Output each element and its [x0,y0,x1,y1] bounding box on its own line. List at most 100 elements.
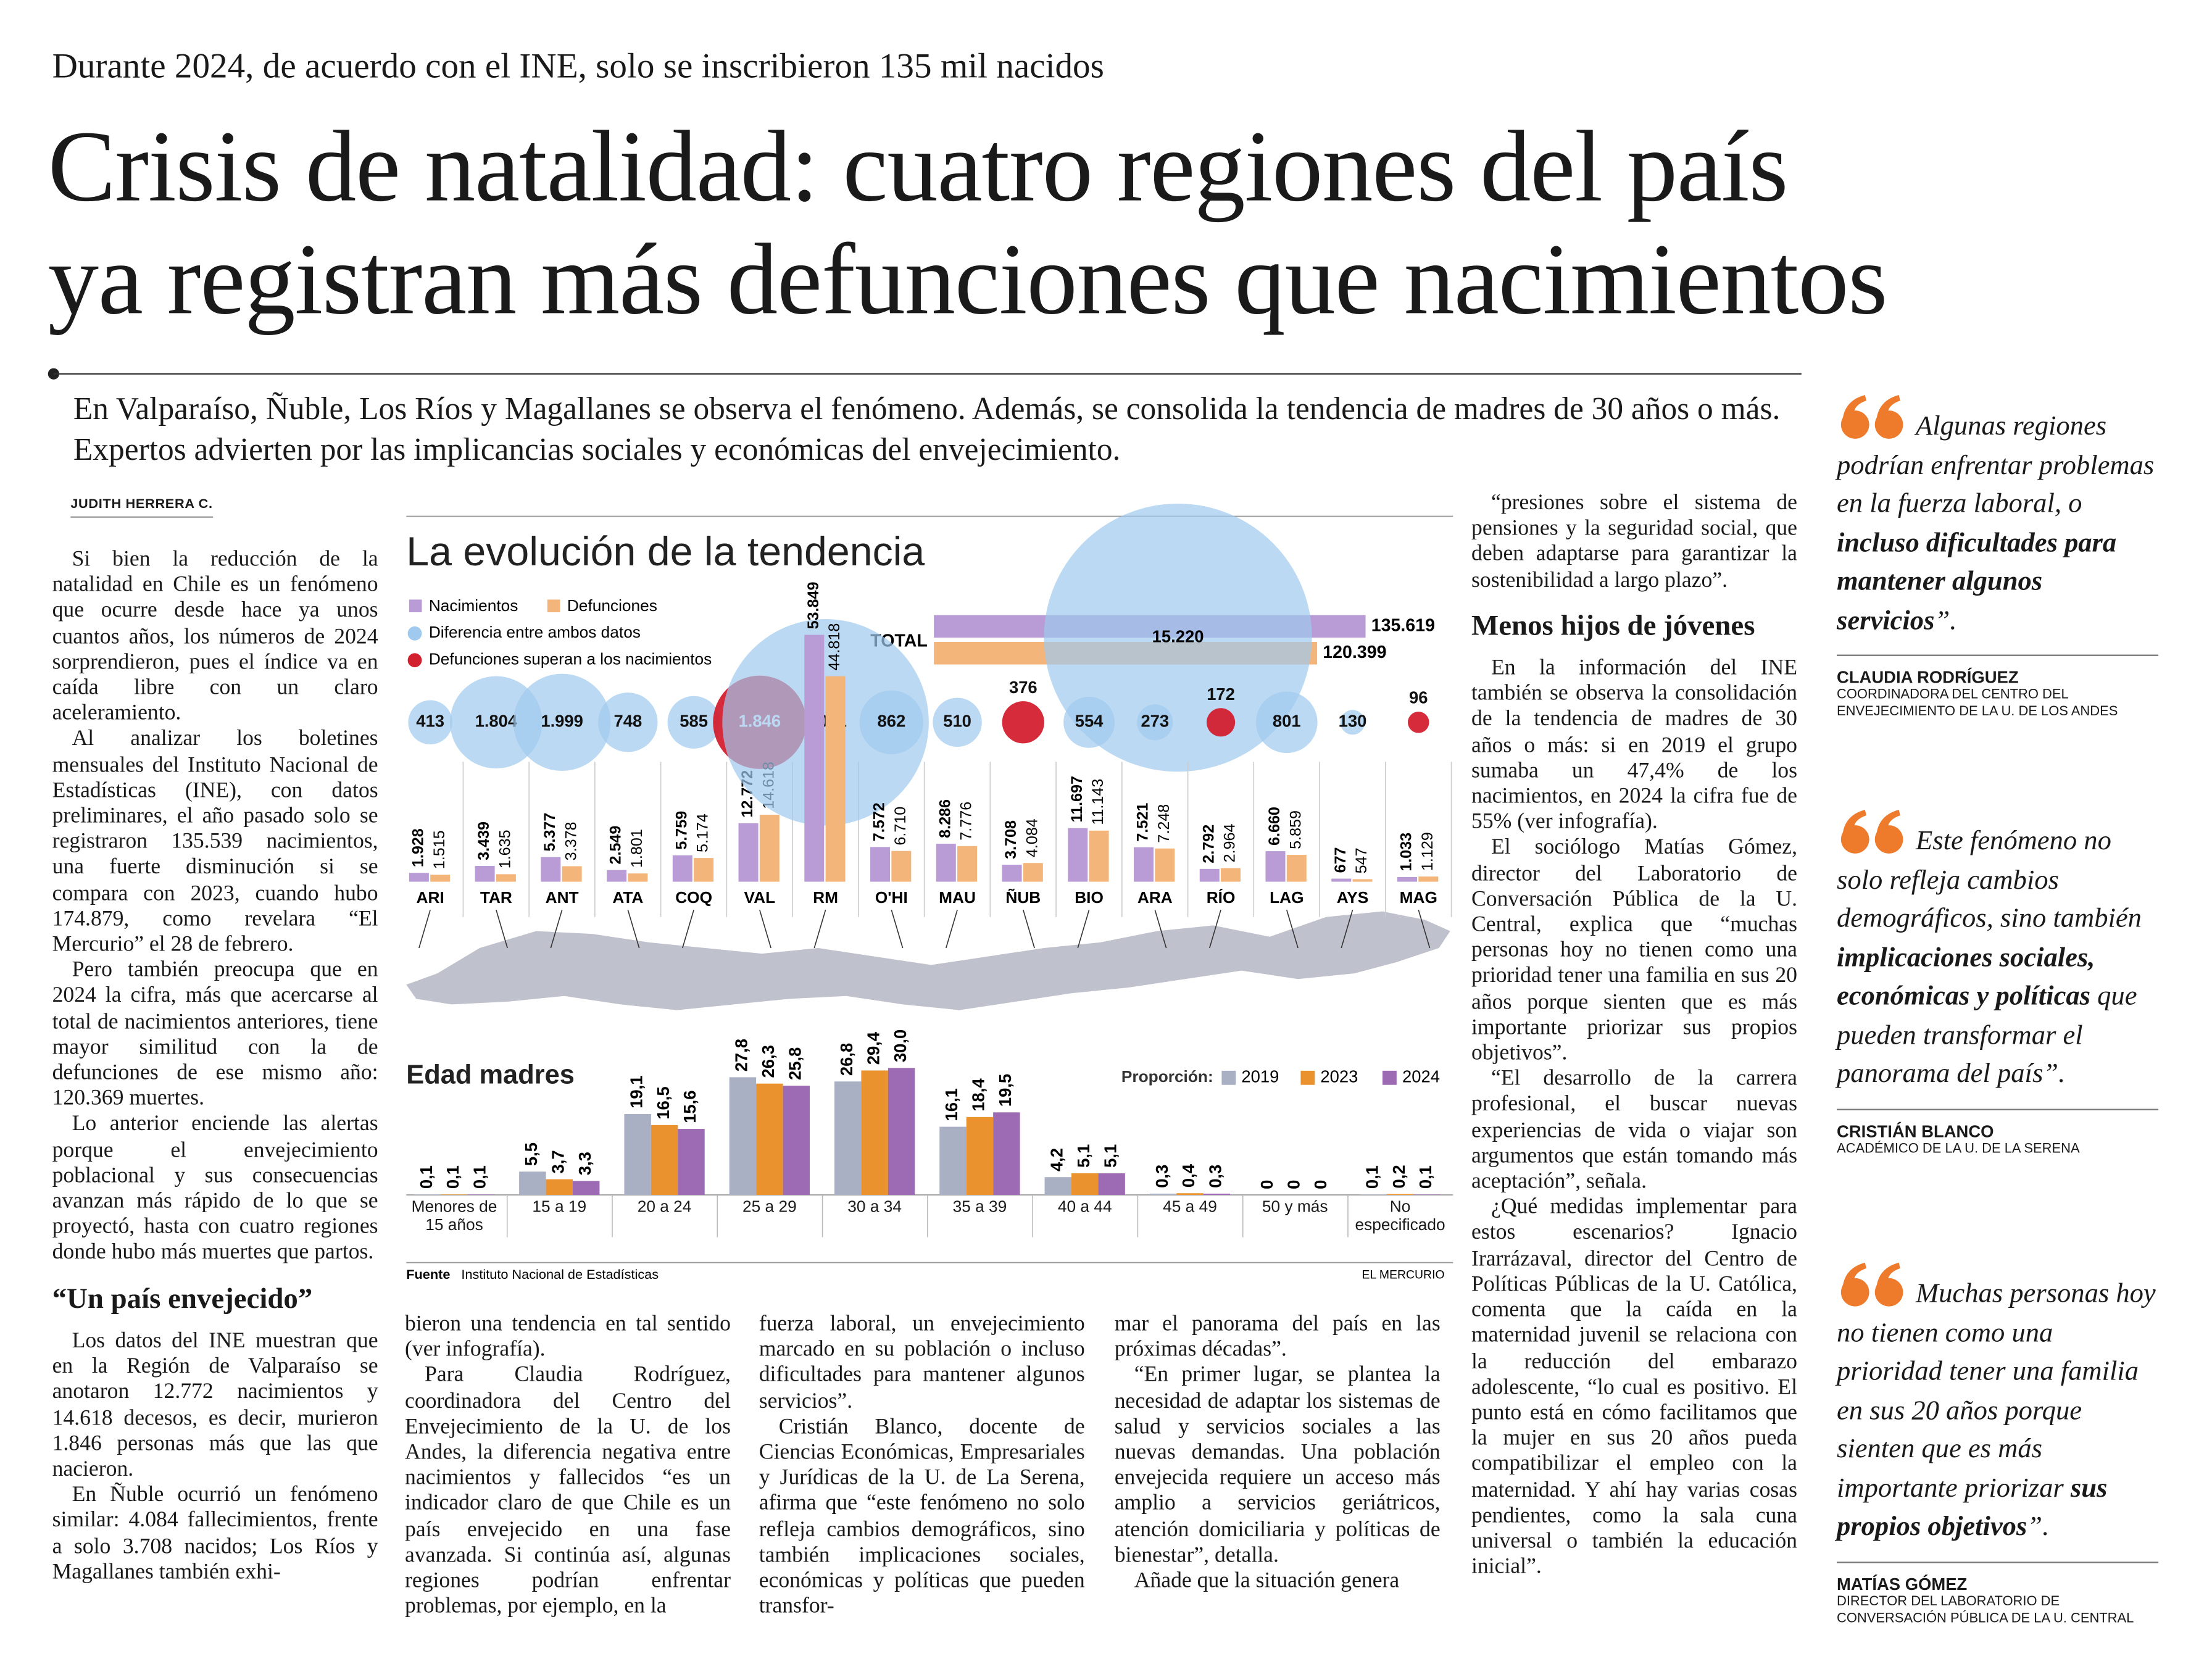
region-label: ARA [1137,888,1173,907]
category-label-box: 35 a 39 [953,1199,1007,1216]
bar-value: 0,1 [1362,1165,1381,1189]
difference-label: 748 [614,712,642,731]
legend-swatch [1300,1070,1315,1085]
pull-quote: Algunas regiones podrían enfrentar probl… [1836,392,2159,721]
legend-title: Proporción: [1121,1067,1213,1086]
category-label: Menores de 15 años [411,1199,497,1234]
legend-label: 2023 [1320,1067,1358,1086]
bar-value: 1.515 [431,830,448,869]
bar [694,858,714,882]
bar [993,1112,1020,1195]
bar [939,1126,967,1195]
bar-value: 0,1 [1416,1165,1435,1189]
infographic-title: La evolución de la tendencia [406,529,925,575]
bar-value: 1.635 [497,830,514,868]
bar-value: 0,1 [443,1165,462,1189]
bar [1134,847,1154,882]
bar-value: 7.572 [871,802,888,841]
bar [1176,1193,1204,1195]
chart-title: Edad madres [406,1060,575,1089]
category-label-box: 30 a 34 [847,1199,902,1216]
legend-swatch [547,599,560,612]
bar [1203,1193,1231,1195]
leader-line [1023,910,1035,949]
paragraph: En la información del INE también se obs… [1471,655,1797,834]
bar-value: 1.033 [1398,833,1415,871]
bar-value: 5,1 [1074,1144,1093,1168]
quote-text: ”. [2027,1512,2050,1542]
category-label: 25 a 29 [742,1199,797,1217]
leader-line [418,910,431,949]
bar-value: 0,1 [470,1165,489,1189]
legend-swatch [407,626,422,641]
legend-swatch [409,599,422,612]
difference-label: 1.999 [541,712,583,731]
bar-value: 2.792 [1200,825,1217,863]
bar-value: 0 [1257,1180,1276,1189]
difference-label: 585 [680,712,708,731]
bar-value: 5,1 [1100,1144,1120,1168]
category-label-box: 20 a 24 [638,1199,692,1216]
difference-label: 172 [1207,684,1235,704]
bar-value: 5.859 [1287,810,1304,849]
category-label: 15 a 19 [532,1199,587,1217]
bar-value: 7.776 [958,802,975,841]
bar-value: 1.801 [628,829,646,868]
bar-value: 2.964 [1221,824,1239,863]
bar [519,1171,546,1195]
bar [861,1070,888,1195]
difference-bubble [722,619,929,826]
region-label: COQ [675,888,712,907]
paragraph: Pero también preocupa que en 2024 la cif… [52,958,378,1111]
bar [672,855,692,882]
legend-label: 2024 [1402,1067,1440,1086]
region-label: VAL [744,888,776,907]
difference-label: 554 [1075,712,1104,731]
bar-value: 19,5 [996,1074,1015,1107]
bar-value: 6.660 [1266,807,1283,846]
bar [888,1068,915,1195]
region-label: O'HI [875,888,908,907]
bar-value: 7.521 [1134,803,1152,842]
bar [1023,863,1043,882]
difference-label: 130 [1339,712,1367,731]
leader-line [891,910,904,949]
quote-text: Algunas regiones podrían enfrentar probl… [1836,412,2155,520]
difference-bubble [598,693,658,752]
legend-label: Nacimientos [429,596,518,615]
bar-value: 1.928 [409,828,426,867]
bar [1155,848,1175,882]
bar-value: 3,3 [575,1152,594,1175]
paragraph: Cristián Blanco, docente de Ciencias Eco… [759,1415,1085,1619]
kicker: Durante 2024, de acuerdo con el INE, sol… [52,48,1104,86]
bar [804,634,825,882]
bar [1149,1193,1177,1195]
legend-swatch [1382,1070,1397,1085]
quote-role: ACADÉMICO DE LA U. DE LA SERENA [1836,1140,2080,1157]
text-column: “presiones sobre el sistema de pensiones… [1471,491,1797,1580]
bar-value: 6.710 [892,807,909,846]
bar [414,1194,441,1195]
leader-line [759,910,771,949]
pull-quote: Muchas personas hoy no tienen como una p… [1836,1260,2159,1627]
paragraph: bieron una tendencia en tal sentido (ver… [404,1312,731,1362]
map [406,911,1450,1010]
bar-value: 19,1 [626,1076,646,1108]
bar-value: 7.248 [1155,804,1173,843]
bar [651,1125,678,1195]
leader-line [1418,910,1431,949]
bar [441,1194,468,1195]
category-label-box: Menores de 15 años [411,1199,497,1234]
bar-value: 30,0 [891,1029,910,1062]
difference-bubble [933,697,982,747]
quote-text: Muchas personas hoy no tienen como una p… [1836,1279,2156,1504]
leader-line [813,910,826,949]
bar-value: 53.849 [805,582,822,630]
bar [546,1179,573,1195]
bar-value: 4,2 [1047,1148,1066,1171]
bar [562,866,582,882]
bar [1098,1173,1125,1195]
bar [759,814,780,882]
